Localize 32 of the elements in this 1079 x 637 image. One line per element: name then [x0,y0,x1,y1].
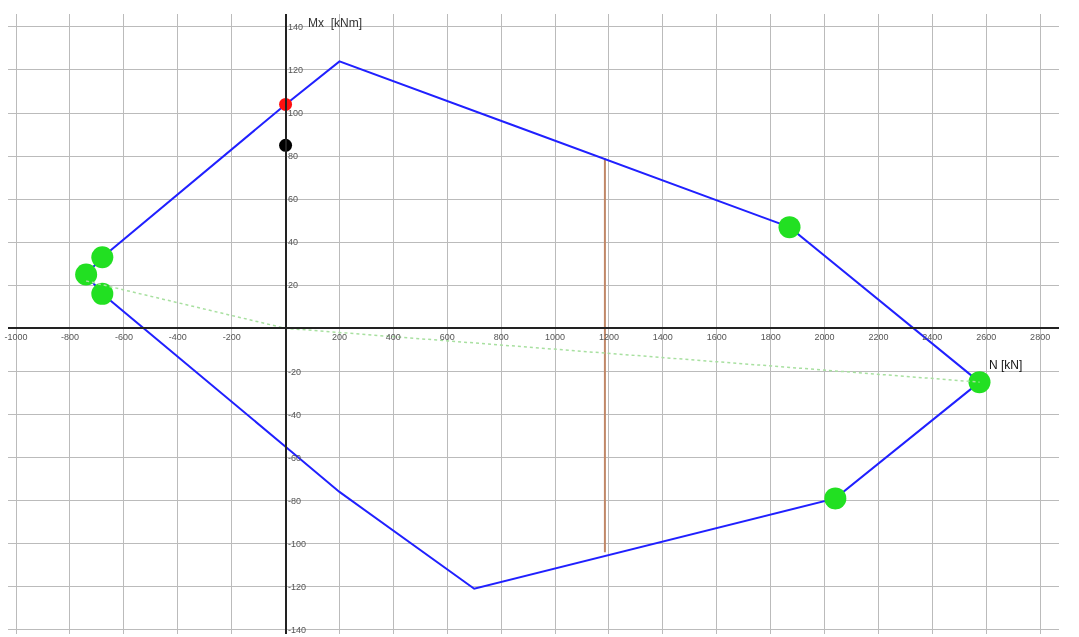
y-tick-label: 20 [288,280,299,291]
x-tick-label: 400 [385,331,401,342]
x-axis-title: N [kN] [989,358,1023,372]
x-tick-label: -1000 [4,331,28,342]
x-tick-label: 1400 [652,331,673,342]
y-tick-label: 60 [288,194,299,205]
x-tick-label: -400 [168,331,187,342]
y-tick-label: 80 [288,151,299,162]
y-tick-label: 140 [288,22,304,33]
y-tick-label: -20 [288,366,302,377]
x-tick-label: 2800 [1030,331,1051,342]
y-axis-title: Mx [kNm] [308,16,362,30]
x-tick-label: 2600 [976,331,997,342]
x-tick-label: 1000 [545,331,566,342]
y-tick-label: -40 [288,409,302,420]
x-tick-label: 1800 [760,331,781,342]
y-tick-label: -120 [288,581,307,592]
y-tick-label: -100 [288,538,307,549]
x-tick-label: 2200 [868,331,889,342]
x-tick-label: 1600 [706,331,727,342]
y-tick-label: 40 [288,237,299,248]
x-tick-label: 200 [331,331,347,342]
x-tick-label: -600 [114,331,133,342]
x-tick-label: -200 [222,331,241,342]
y-tick-label: -80 [288,495,302,506]
x-tick-label: 600 [439,331,455,342]
y-tick-label: -140 [288,624,307,635]
x-tick-label: 800 [493,331,509,342]
y-tick-label: 100 [288,108,304,119]
x-tick-label: 2000 [814,331,835,342]
y-tick-label: 120 [288,65,304,76]
x-tick-label: -800 [60,331,79,342]
